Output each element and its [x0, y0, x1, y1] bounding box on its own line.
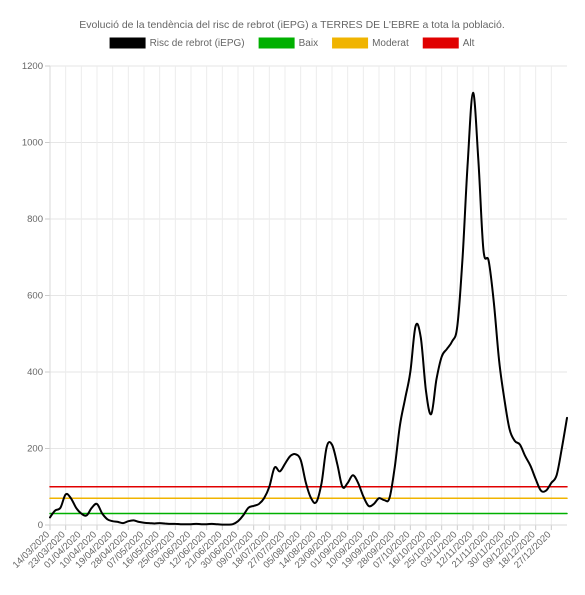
- legend-item-risc-de-rebrot-iepg: Risc de rebrot (iEPG): [109, 37, 245, 49]
- y-tick-label: 600: [27, 291, 43, 302]
- y-tick-label: 1000: [22, 138, 43, 149]
- y-tick-label: 1200: [22, 61, 43, 72]
- series-line-risc-de-rebrot-iepg: [49, 91, 568, 526]
- legend-swatch: [109, 37, 146, 49]
- y-tick-label: 400: [27, 367, 43, 378]
- legend-label: Moderat: [372, 38, 409, 49]
- grid-lines: [45, 65, 567, 530]
- chart-title: Evolució de la tendència del risc de reb…: [79, 19, 505, 31]
- y-tick-label: 800: [27, 214, 43, 225]
- series-layer: [49, 91, 568, 526]
- legend-label: Risc de rebrot (iEPG): [150, 38, 245, 49]
- legend-label: Baix: [299, 38, 318, 49]
- legend-item-alt: Alt: [422, 37, 475, 49]
- x-axis: 14/03/202023/03/202001/04/202010/04/2020…: [11, 529, 554, 570]
- legend-swatch: [332, 37, 369, 49]
- y-axis: 0 200 400 600 800 1000 1200: [22, 61, 43, 531]
- y-tick-label: 200: [27, 444, 43, 455]
- legend-swatch: [258, 37, 295, 49]
- y-tick-label: 0: [38, 520, 43, 531]
- legend-item-baix: Baix: [258, 37, 318, 49]
- legend-swatch: [422, 37, 459, 49]
- plot-area: 0 200 400 600 800 1000 1200 14/03/202023/03/20…: [11, 61, 568, 571]
- legend-label: Alt: [463, 38, 475, 49]
- legend-item-moderat: Moderat: [332, 37, 409, 49]
- legend: Risc de rebrot (iEPG) Baix Moderat Alt: [109, 37, 475, 49]
